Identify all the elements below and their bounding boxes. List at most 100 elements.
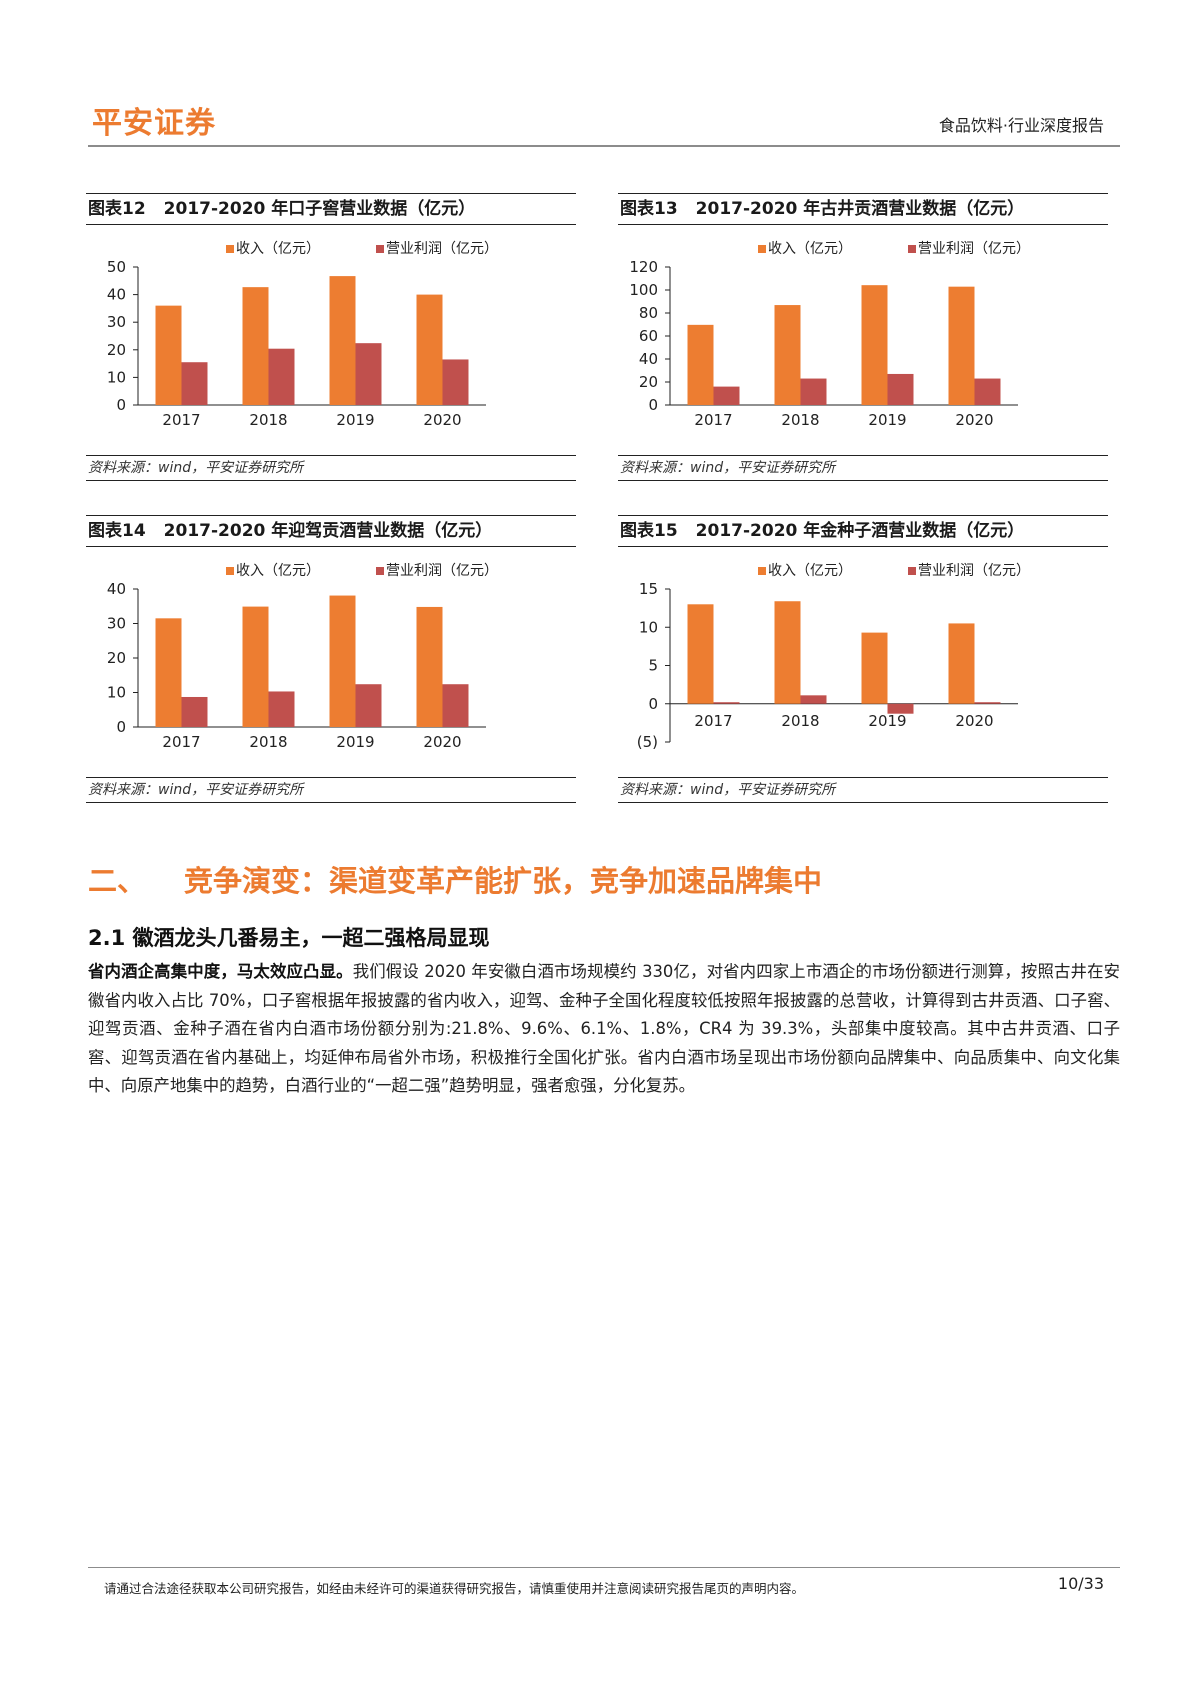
section-number: 二、 <box>88 864 147 898</box>
report-type: 食品饮料·行业深度报告 <box>938 116 1104 135</box>
bar-revenue-2018 <box>242 287 269 405</box>
legend-label: 营业利润（亿元） <box>918 563 1030 579</box>
y-tick-label: 0 <box>648 695 658 713</box>
x-tick-label: 2017 <box>694 712 732 730</box>
bar-revenue-2019 <box>329 276 356 405</box>
paragraph-body: 我们假设 2020 年安徽白酒市场规模约 330亿，对省内四家上市酒企的市场份额… <box>88 962 1120 1095</box>
paragraph-lead: 省内酒企高集中度，马太效应凸显。 <box>88 962 353 981</box>
bar-revenue-2019 <box>329 595 356 727</box>
chart-yingjiagongjiu: 收入（亿元） 营业利润（亿元） 0 10 20 30 40 2017 2018 2019 2020 <box>107 563 498 751</box>
legend-entry: 营业利润（亿元） <box>376 563 498 579</box>
bar-profit-2020 <box>974 378 1001 405</box>
x-tick-label: 2020 <box>423 411 461 429</box>
bar-revenue-2018 <box>774 601 801 704</box>
section-heading: 竞争演变：渠道变革产能扩张，竞争加速品牌集中 <box>184 864 823 898</box>
y-tick-label: 0 <box>116 396 126 414</box>
figure-number: 图表12 <box>88 199 146 219</box>
figure-caption: 2017-2020 年古井贡酒营业数据（亿元） <box>695 199 1025 219</box>
bar-profit-2020 <box>442 359 469 405</box>
figure-source: 资料来源：wind，平安证券研究所 <box>86 777 576 803</box>
y-tick-label: 120 <box>629 258 658 276</box>
legend-entry: 收入（亿元） <box>758 241 852 257</box>
section-title: 二、 竞争演变：渠道变革产能扩张，竞争加速品牌集中 <box>88 858 822 900</box>
bar-profit-2018 <box>800 695 827 704</box>
brand-logo: 平安证券 <box>92 106 216 141</box>
y-tick-label: 0 <box>648 396 658 414</box>
x-tick-label: 2019 <box>336 411 374 429</box>
y-tick-label: 40 <box>107 286 126 304</box>
legend-swatch <box>226 567 234 575</box>
bar-revenue-2020 <box>416 294 443 405</box>
footer-divider <box>88 1567 1120 1568</box>
y-tick-label: 40 <box>107 580 126 598</box>
figure-source: 资料来源：wind，平安证券研究所 <box>86 455 576 481</box>
chart-gujinggongjiu: 收入（亿元） 营业利润（亿元） 0 20 40 60 80 100 120 2017 2018 201… <box>629 241 1030 429</box>
bar-profit-2019 <box>355 343 382 405</box>
bar-profit-2017 <box>181 362 208 405</box>
y-tick-label: 10 <box>107 684 126 702</box>
legend-entry: 营业利润（亿元） <box>908 563 1030 579</box>
legend-entry: 收入（亿元） <box>226 563 320 579</box>
y-tick-label: 0 <box>116 718 126 736</box>
bar-revenue-2020 <box>948 286 975 405</box>
bar-revenue-2019 <box>861 632 888 704</box>
legend-swatch <box>908 245 916 253</box>
legend-label: 营业利润（亿元） <box>386 563 498 579</box>
legend-entry: 收入（亿元） <box>226 241 320 257</box>
figure-12: 图表12 2017-2020 年口子窖营业数据（亿元） 收入（亿元） 营业利润（亿元… <box>86 193 576 481</box>
bar-profit-2019 <box>887 373 914 405</box>
legend-entry: 收入（亿元） <box>758 563 852 579</box>
figure-number: 图表14 <box>88 521 146 541</box>
x-tick-label: 2020 <box>955 712 993 730</box>
figure-title: 图表14 2017-2020 年迎驾贡酒营业数据（亿元） <box>86 515 576 547</box>
legend-label: 收入（亿元） <box>768 563 852 579</box>
bar-revenue-2020 <box>948 623 975 704</box>
x-tick-label: 2017 <box>162 411 200 429</box>
x-tick-label: 2020 <box>423 733 461 751</box>
x-tick-label: 2017 <box>162 733 200 751</box>
y-tick-label: (5) <box>637 733 658 751</box>
bar-revenue-2019 <box>861 285 888 405</box>
bar-profit-2018 <box>800 378 827 405</box>
bar-revenue-2017 <box>687 604 714 704</box>
chart-jinzhongzijiu: 收入（亿元） 营业利润（亿元） (5) 0 5 10 15 2017 2018 2019 2020 <box>637 563 1030 751</box>
y-tick-label: 20 <box>639 373 658 391</box>
legend-swatch <box>758 245 766 253</box>
figure-14: 图表14 2017-2020 年迎驾贡酒营业数据（亿元） 收入（亿元） 营业利润（亿… <box>86 515 576 803</box>
legend-label: 营业利润（亿元） <box>918 241 1030 257</box>
figure-title: 图表13 2017-2020 年古井贡酒营业数据（亿元） <box>618 193 1108 225</box>
x-tick-label: 2019 <box>336 733 374 751</box>
y-tick-label: 10 <box>639 618 658 636</box>
x-tick-label: 2020 <box>955 411 993 429</box>
bar-profit-2019 <box>355 684 382 727</box>
bar-profit-2017 <box>713 702 740 704</box>
bar-revenue-2020 <box>416 606 443 727</box>
bar-revenue-2017 <box>687 324 714 405</box>
y-tick-label: 40 <box>639 350 658 368</box>
legend-label: 收入（亿元） <box>236 241 320 257</box>
y-tick-label: 30 <box>107 615 126 633</box>
bar-revenue-2018 <box>242 606 269 727</box>
bar-profit-2020 <box>442 684 469 727</box>
figure-15: 图表15 2017-2020 年金种子酒营业数据（亿元） 收入（亿元） 营业利润（亿… <box>618 515 1108 803</box>
header-divider <box>88 145 1120 147</box>
x-tick-label: 2018 <box>781 411 819 429</box>
bar-profit-2017 <box>181 696 208 727</box>
y-tick-label: 15 <box>639 580 658 598</box>
subsection-title: 2.1 徽酒龙头几番易主，一超二强格局显现 <box>88 926 490 950</box>
bar-revenue-2018 <box>774 305 801 405</box>
x-tick-label: 2018 <box>781 712 819 730</box>
figure-source: 资料来源：wind，平安证券研究所 <box>618 777 1108 803</box>
bar-profit-2020 <box>974 702 1001 704</box>
x-tick-label: 2018 <box>249 411 287 429</box>
figure-caption: 2017-2020 年迎驾贡酒营业数据（亿元） <box>163 521 493 541</box>
x-tick-label: 2019 <box>868 411 906 429</box>
figure-caption: 2017-2020 年口子窖营业数据（亿元） <box>163 199 476 219</box>
figure-13: 图表13 2017-2020 年古井贡酒营业数据（亿元） 收入（亿元） 营业利润（亿… <box>618 193 1108 481</box>
legend-label: 营业利润（亿元） <box>386 241 498 257</box>
bar-profit-2019 <box>887 703 914 714</box>
footer-disclaimer: 请通过合法途径获取本公司研究报告，如经由未经许可的渠道获得研究报告，请慎重使用并… <box>104 1581 805 1596</box>
bar-profit-2018 <box>268 691 295 727</box>
y-tick-label: 20 <box>107 341 126 359</box>
legend-label: 收入（亿元） <box>236 563 320 579</box>
